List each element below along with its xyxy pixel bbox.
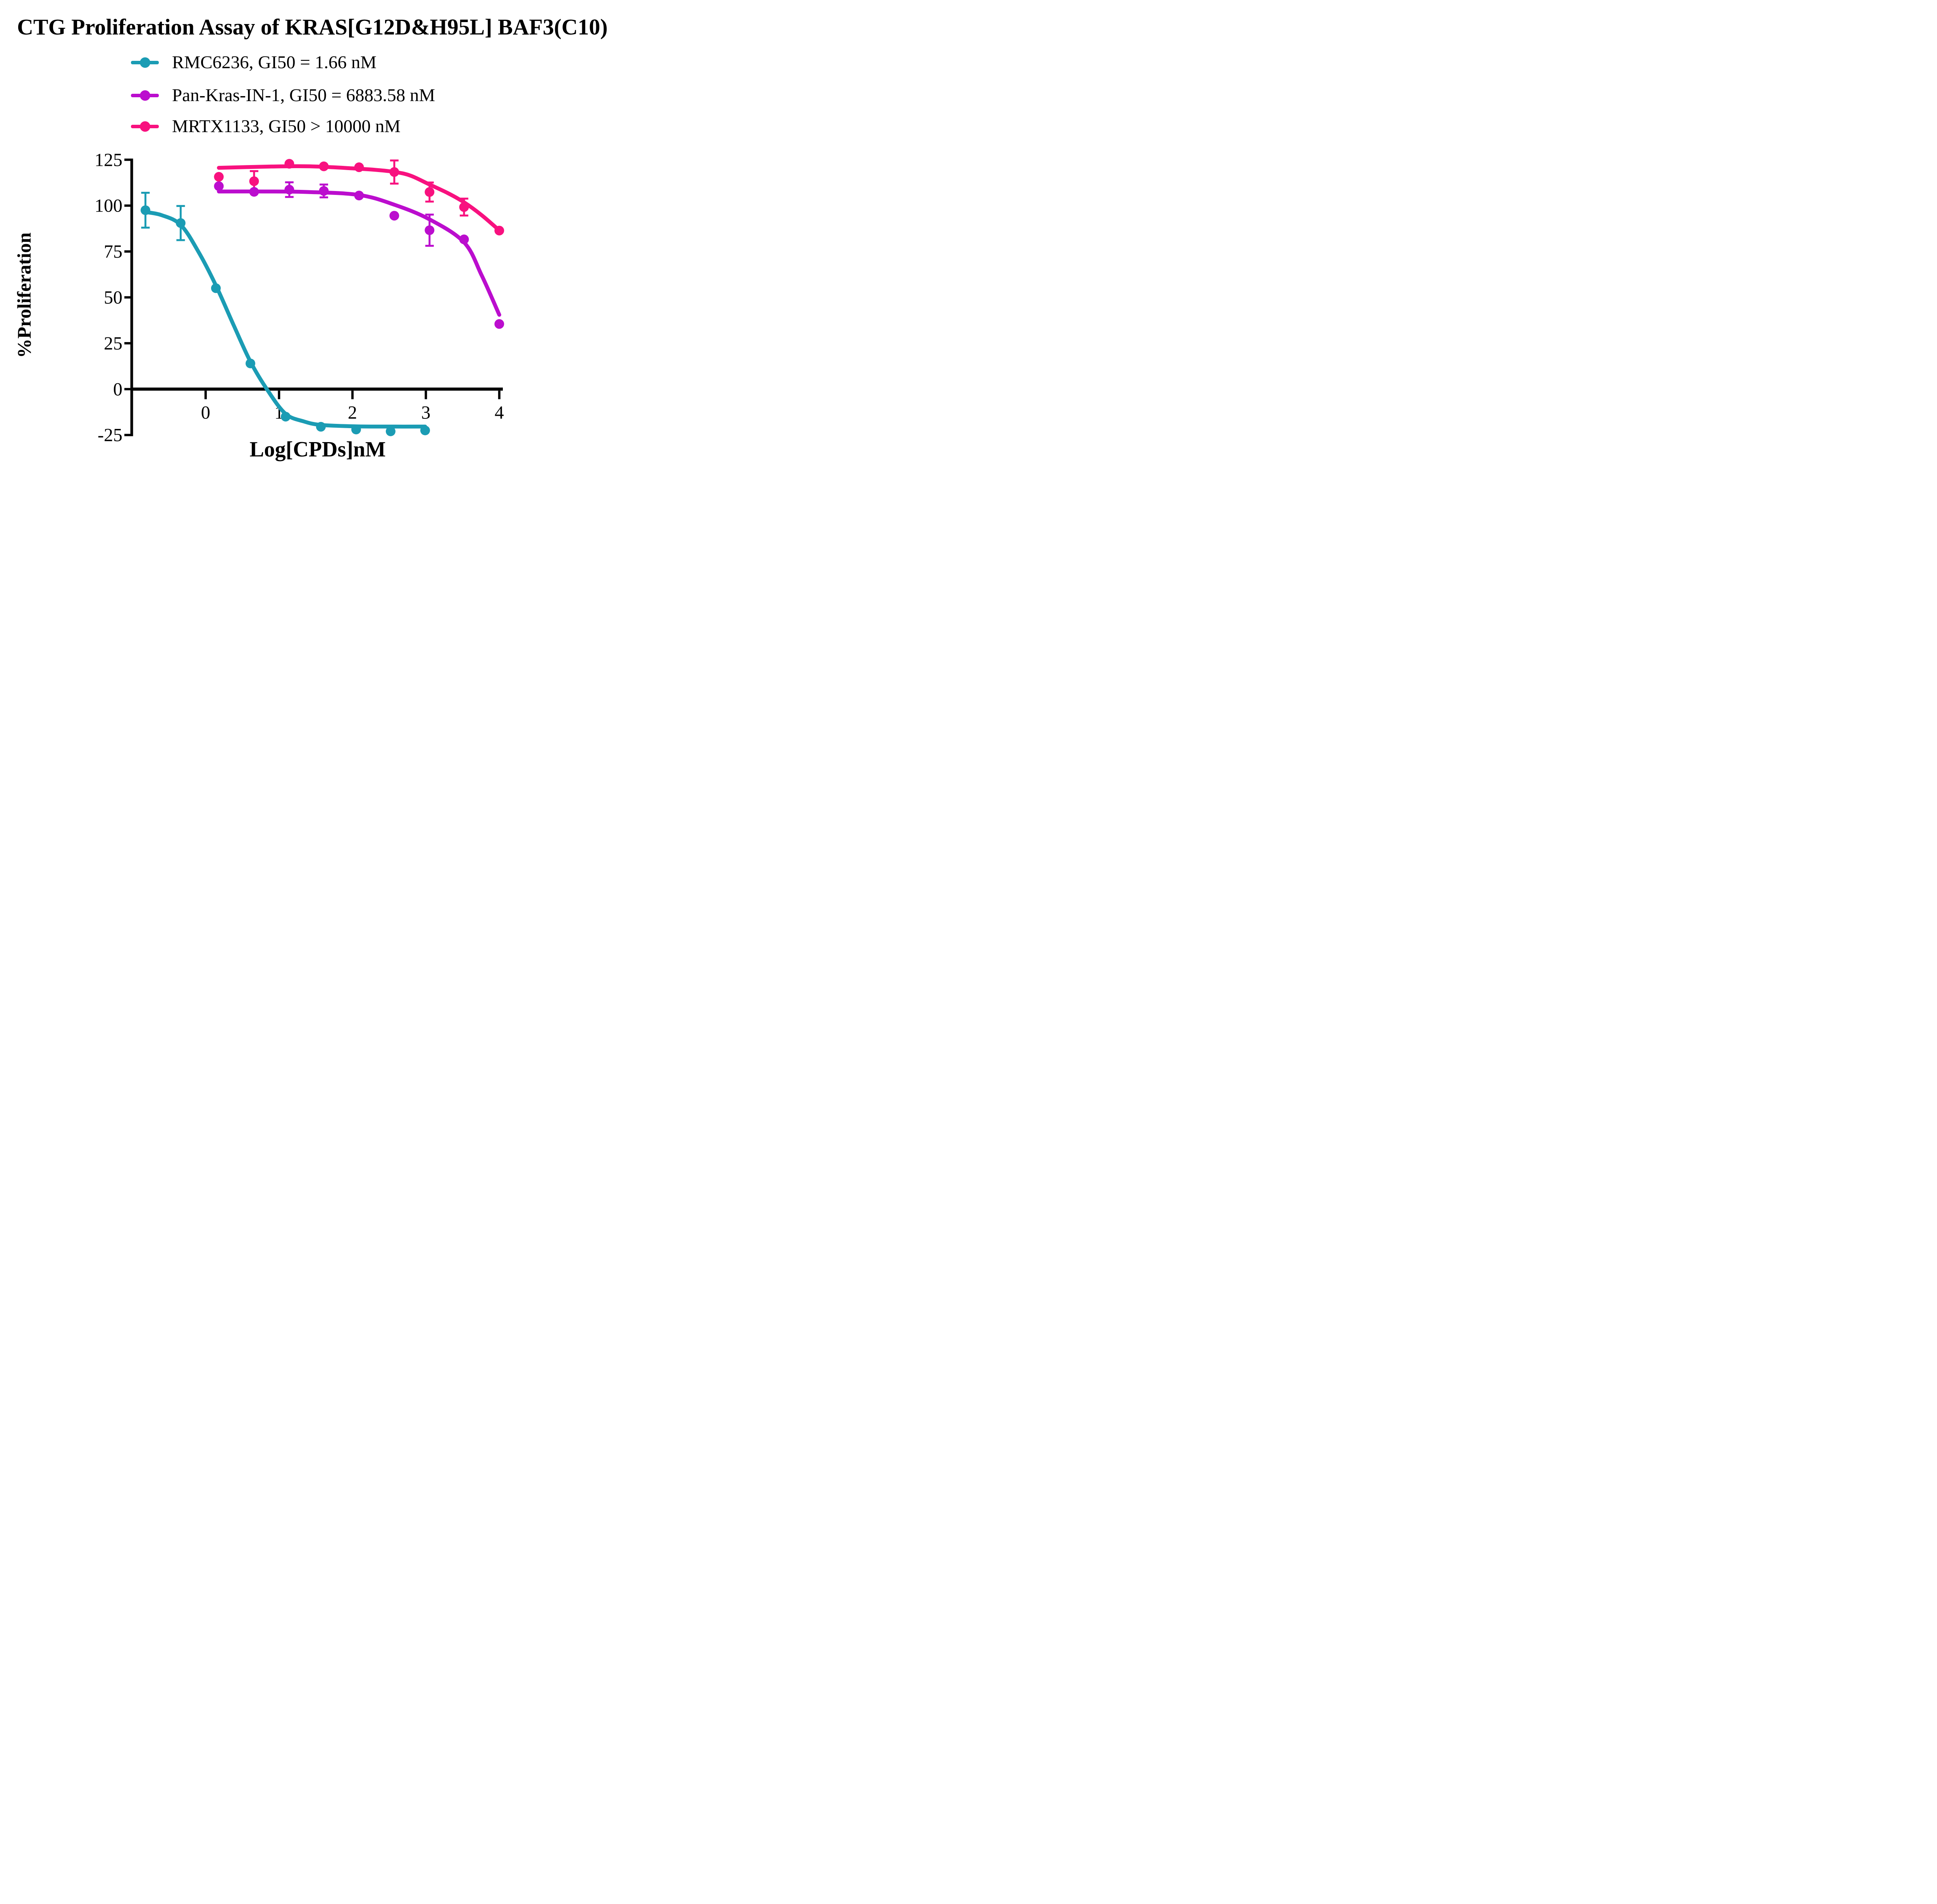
legend: RMC6236, GI50 = 1.66 nM Pan-Kras-IN-1, G… xyxy=(131,51,511,159)
legend-label-mrtx1133: MRTX1133, GI50 > 10000 nM xyxy=(172,116,401,136)
data-point-MRTX1133-7 xyxy=(459,202,469,212)
data-point-Pan-Kras-IN-1-5 xyxy=(389,211,399,221)
legend-item-pan-kras-in-1: Pan-Kras-IN-1, GI50 = 6883.58 nM xyxy=(131,84,435,107)
data-point-Pan-Kras-IN-1-1 xyxy=(249,187,259,197)
data-point-MRTX1133-4 xyxy=(354,162,364,172)
data-point-MRTX1133-0 xyxy=(214,172,224,182)
data-point-Pan-Kras-IN-1-8 xyxy=(494,319,504,329)
legend-marker-icon xyxy=(131,51,159,74)
data-point-MRTX1133-1 xyxy=(249,176,259,186)
data-point-Pan-Kras-IN-1-6 xyxy=(425,225,435,235)
y-tick-label: 125 xyxy=(95,150,122,170)
data-point-MRTX1133-8 xyxy=(494,226,504,236)
x-tick-label: 4 xyxy=(495,402,504,423)
x-tick-label: 2 xyxy=(348,402,357,423)
data-point-Pan-Kras-IN-1-7 xyxy=(459,234,469,244)
data-point-RMC6236-4 xyxy=(280,411,291,422)
data-point-MRTX1133-3 xyxy=(319,161,329,171)
legend-dot xyxy=(140,121,150,132)
y-tick-label: 100 xyxy=(95,196,122,216)
curve-RMC6236 xyxy=(143,210,427,429)
chart-title: CTG Proliferation Assay of KRAS[G12D&H95… xyxy=(17,14,608,40)
x-axis-title: Log[CPDs]nM xyxy=(249,437,386,461)
data-point-Pan-Kras-IN-1-4 xyxy=(354,191,364,201)
data-point-Pan-Kras-IN-1-0 xyxy=(214,181,224,191)
data-point-RMC6236-1 xyxy=(175,218,186,228)
y-tick-label: -25 xyxy=(98,425,122,446)
data-point-Pan-Kras-IN-1-2 xyxy=(284,184,294,195)
legend-label-rmc6236: RMC6236, GI50 = 1.66 nM xyxy=(172,52,377,72)
data-point-RMC6236-3 xyxy=(245,358,255,368)
y-tick-label: 50 xyxy=(104,287,122,308)
y-tick-label: 0 xyxy=(113,379,122,399)
data-point-RMC6236-0 xyxy=(140,205,150,215)
legend-dot xyxy=(140,57,150,68)
data-point-MRTX1133-6 xyxy=(425,187,435,197)
legend-marker-icon xyxy=(131,84,159,107)
x-tick-label: 0 xyxy=(201,402,210,423)
legend-label-pan-kras-in-1: Pan-Kras-IN-1, GI50 = 6883.58 nM xyxy=(172,85,435,105)
data-point-RMC6236-2 xyxy=(211,283,221,293)
curve-Pan-Kras-IN-1 xyxy=(217,189,501,317)
x-tick-label: 3 xyxy=(421,402,430,423)
data-point-RMC6236-7 xyxy=(385,426,396,436)
legend-item-mrtx1133: MRTX1133, GI50 > 10000 nM xyxy=(131,115,401,138)
data-point-MRTX1133-2 xyxy=(284,159,294,169)
data-point-Pan-Kras-IN-1-3 xyxy=(319,186,329,196)
legend-dot xyxy=(140,90,150,101)
data-point-RMC6236-5 xyxy=(316,422,326,432)
y-axis-title: %Proliferation xyxy=(13,232,35,358)
data-point-RMC6236-6 xyxy=(351,425,361,435)
legend-marker-icon xyxy=(131,115,159,138)
legend-item-rmc6236: RMC6236, GI50 = 1.66 nM xyxy=(131,51,377,74)
y-tick-label: 25 xyxy=(104,333,122,354)
data-point-RMC6236-8 xyxy=(420,425,430,436)
data-point-MRTX1133-5 xyxy=(389,167,399,177)
y-tick-label: 75 xyxy=(104,241,122,262)
